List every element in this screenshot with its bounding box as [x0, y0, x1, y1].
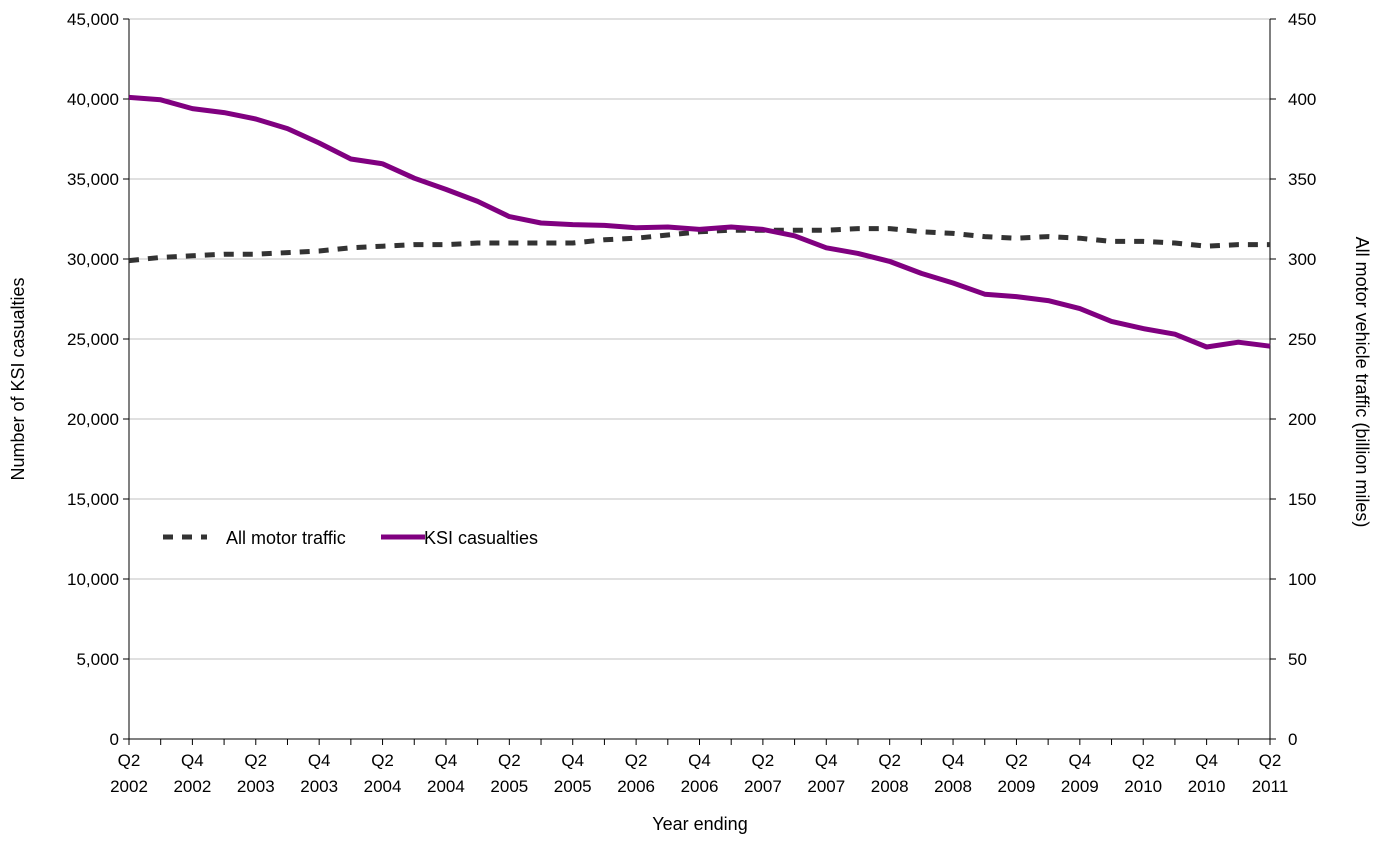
- x-tick-label-quarter: Q4: [1195, 751, 1218, 770]
- x-tick-label-year: 2005: [554, 777, 592, 796]
- x-tick-label-year: 2009: [998, 777, 1036, 796]
- x-tick-label-year: 2006: [617, 777, 655, 796]
- x-tick-label-quarter: Q2: [1005, 751, 1028, 770]
- x-tick-label-quarter: Q4: [1068, 751, 1091, 770]
- left-y-tick-label: 0: [110, 730, 119, 749]
- x-tick-label-quarter: Q2: [371, 751, 394, 770]
- x-tick-label-year: 2008: [871, 777, 909, 796]
- x-tick-label-quarter: Q2: [625, 751, 648, 770]
- right-y-tick-label: 400: [1288, 90, 1316, 109]
- x-tick-label-year: 2007: [744, 777, 782, 796]
- x-axis-ticks: Q2 2002 Q4 2002 Q2 2003 Q4 2003 Q2 2004 Q4 2004 Q2 20…: [110, 739, 1288, 796]
- legend-label-ksi-casualties: KSI casualties: [424, 528, 538, 548]
- x-tick-label-year: 2008: [934, 777, 972, 796]
- x-tick-label-year: 2010: [1124, 777, 1162, 796]
- legend: All motor traffic KSI casualties: [163, 528, 538, 548]
- left-y-tick-label: 40,000: [67, 90, 119, 109]
- right-y-tick-label: 100: [1288, 570, 1316, 589]
- x-tick-label-quarter: Q2: [878, 751, 901, 770]
- x-tick-label-quarter: Q2: [1132, 751, 1155, 770]
- x-tick-label-quarter: Q4: [815, 751, 838, 770]
- x-tick-label-year: 2003: [237, 777, 275, 796]
- x-tick-label-quarter: Q4: [308, 751, 331, 770]
- left-y-tick-label: 45,000: [67, 10, 119, 29]
- series-line-ksi-casualties: [128, 94, 1271, 350]
- left-y-tick-label: 15,000: [67, 490, 119, 509]
- right-y-axis-title: All motor vehicle traffic (billion miles…: [1352, 237, 1372, 528]
- x-tick-label-quarter: Q4: [561, 751, 584, 770]
- x-tick-label-quarter: Q4: [181, 751, 204, 770]
- right-y-tick-label: 200: [1288, 410, 1316, 429]
- right-y-tick-label: 0: [1288, 730, 1297, 749]
- right-y-tick-label: 300: [1288, 250, 1316, 269]
- x-tick-label-year: 2004: [427, 777, 465, 796]
- x-tick-label-quarter: Q2: [498, 751, 521, 770]
- x-tick-label-year: 2002: [110, 777, 148, 796]
- series-lines: [128, 94, 1271, 350]
- x-tick-label-year: 2006: [681, 777, 719, 796]
- x-tick-label-year: 2004: [364, 777, 402, 796]
- left-y-tick-label: 10,000: [67, 570, 119, 589]
- right-y-tick-label: 450: [1288, 10, 1316, 29]
- x-tick-label-quarter: Q4: [942, 751, 965, 770]
- gridlines: [129, 18, 1270, 660]
- x-tick-label-year: 2002: [173, 777, 211, 796]
- left-y-tick-label: 35,000: [67, 170, 119, 189]
- x-tick-label-quarter: Q2: [118, 751, 141, 770]
- left-y-tick-label: 25,000: [67, 330, 119, 349]
- x-tick-label-year: 2007: [807, 777, 845, 796]
- x-tick-label-year: 2009: [1061, 777, 1099, 796]
- right-y-axis-ticks: 0 50 100 150 200 250 300 350 400 450: [1270, 10, 1316, 749]
- axes: [128, 19, 1271, 740]
- x-tick-label-quarter: Q2: [752, 751, 775, 770]
- x-tick-label-quarter: Q4: [435, 751, 458, 770]
- legend-label-all-motor-traffic: All motor traffic: [226, 528, 346, 548]
- x-tick-label-year: 2005: [490, 777, 528, 796]
- x-tick-label-year: 2011: [1252, 777, 1289, 796]
- x-axis-title: Year ending: [652, 814, 747, 834]
- left-y-tick-label: 30,000: [67, 250, 119, 269]
- right-y-tick-label: 250: [1288, 330, 1316, 349]
- left-y-axis-title: Number of KSI casualties: [8, 277, 28, 480]
- series-line-all-motor-traffic: [128, 226, 1270, 264]
- left-y-tick-label: 5,000: [76, 650, 119, 669]
- x-tick-label-year: 2010: [1188, 777, 1226, 796]
- x-tick-label-year: 2003: [300, 777, 338, 796]
- right-y-tick-label: 150: [1288, 490, 1316, 509]
- left-y-axis-ticks: 0 5,000 10,000 15,000 20,000 25,000 30,000 35,0…: [67, 10, 129, 749]
- right-y-tick-label: 50: [1288, 650, 1307, 669]
- x-tick-label-quarter: Q2: [244, 751, 267, 770]
- left-y-tick-label: 20,000: [67, 410, 119, 429]
- right-y-tick-label: 350: [1288, 170, 1316, 189]
- x-tick-label-quarter: Q2: [1259, 751, 1282, 770]
- x-tick-label-quarter: Q4: [688, 751, 711, 770]
